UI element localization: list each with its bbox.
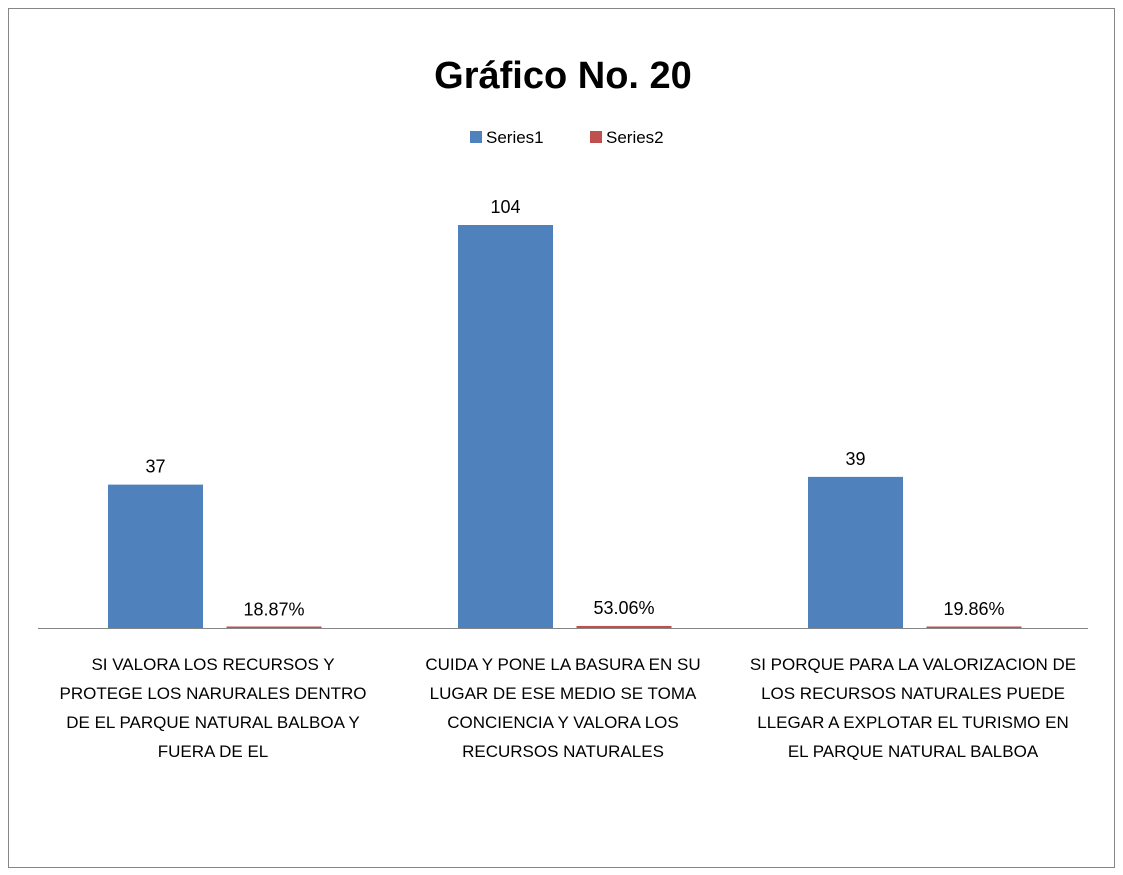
- chart-border: [8, 8, 1115, 868]
- data-label: 18.87%: [243, 599, 304, 619]
- data-label: 19.86%: [943, 599, 1004, 619]
- bar: [226, 626, 322, 628]
- bar: [808, 476, 903, 628]
- data-label: 39: [845, 449, 865, 469]
- bar: [108, 484, 203, 628]
- data-label: 104: [490, 197, 520, 217]
- x-tick-label: SI PORQUE PARA LA VALORIZACION DE LOS RE…: [749, 655, 1077, 761]
- chart-title: Gráfico No. 20: [434, 55, 692, 97]
- legend-label: Series1: [486, 128, 544, 147]
- data-label: 37: [145, 457, 165, 477]
- legend-swatch: [590, 131, 602, 143]
- x-tick-label: SI VALORA LOS RECURSOS Y PROTEGE LOS NAR…: [59, 655, 367, 761]
- bar: [926, 626, 1022, 628]
- x-tick-label: CUIDA Y PONE LA BASURA EN SU LUGAR DE ES…: [425, 655, 701, 761]
- legend-label: Series2: [606, 128, 664, 147]
- bar: [576, 625, 672, 628]
- data-label: 53.06%: [593, 598, 654, 618]
- legend-swatch: [470, 131, 482, 143]
- bar: [458, 225, 553, 628]
